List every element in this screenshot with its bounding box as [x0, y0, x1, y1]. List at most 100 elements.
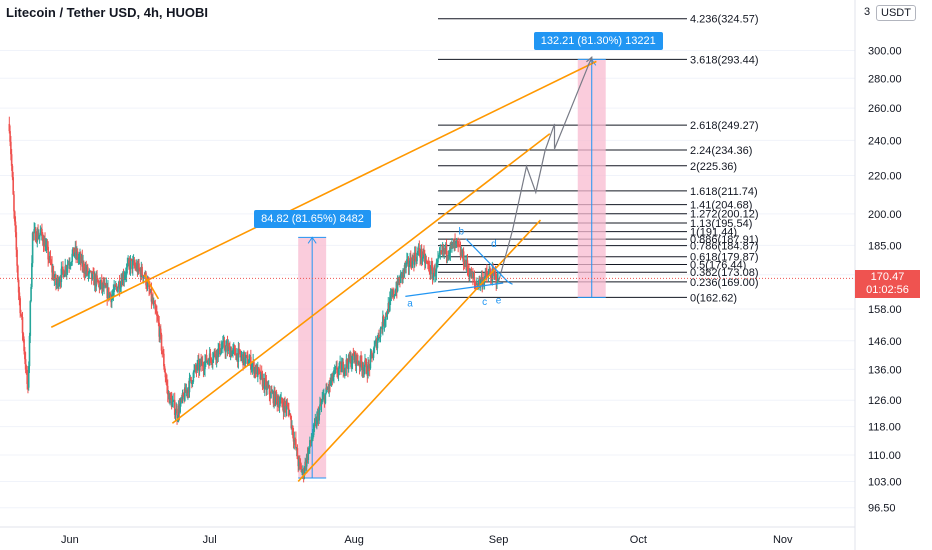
candle-body — [275, 392, 278, 398]
candle-body — [20, 314, 23, 318]
candle-body — [212, 353, 215, 360]
fib-level-label: 4.236(324.57) — [690, 14, 759, 26]
candle-body — [350, 363, 353, 367]
candle-body — [180, 398, 182, 404]
candle-body — [51, 263, 53, 273]
candle-body — [351, 353, 354, 364]
candle-body — [449, 243, 452, 253]
candle-body — [356, 355, 359, 361]
range-measure-label: 132.21 (81.30%) 13221 — [533, 32, 663, 51]
candle-body — [393, 294, 396, 297]
candle-body — [68, 263, 70, 265]
fib-level-label: 0.886(187.91) — [690, 234, 759, 246]
candle-body — [414, 252, 417, 259]
candle-body — [257, 367, 260, 370]
candle-body — [496, 282, 498, 284]
candle-body — [367, 364, 369, 376]
candle-body — [416, 252, 419, 254]
y-tick-label: 280.00 — [868, 73, 902, 85]
candle-body — [14, 221, 17, 233]
candle-body — [330, 380, 332, 385]
candle-body — [279, 399, 282, 404]
y-tick-label: 126.00 — [868, 395, 902, 407]
candle-body — [376, 340, 379, 349]
candle-body — [265, 380, 268, 390]
range-measure-layer — [298, 58, 606, 479]
candle-body — [53, 278, 56, 280]
y-tick-label: 146.00 — [868, 336, 902, 348]
candle-body — [319, 404, 321, 411]
candle-body — [75, 247, 77, 256]
candle-body — [143, 275, 146, 277]
candle-body — [97, 278, 99, 282]
candle-body — [403, 264, 406, 272]
candle-body — [494, 273, 497, 275]
candle-body — [386, 313, 389, 315]
candle-body — [278, 403, 281, 408]
candle-body — [346, 359, 348, 365]
candle-body — [156, 313, 158, 316]
candle-body — [209, 353, 212, 358]
candle-body — [17, 279, 20, 293]
candle-body — [441, 251, 443, 253]
projection-path — [497, 56, 593, 282]
candle-body — [52, 270, 55, 280]
candle-body — [253, 361, 255, 374]
candle-body — [46, 245, 49, 247]
y-tick-label: 158.00 — [868, 304, 902, 316]
candle-body — [131, 260, 134, 269]
candle-body — [320, 402, 323, 405]
candle-body — [303, 470, 306, 476]
candle-body — [477, 283, 480, 288]
candle-body — [466, 260, 469, 269]
candle-body — [193, 369, 195, 373]
candle-body — [31, 263, 33, 288]
candle-body — [352, 353, 355, 356]
candle-body — [268, 385, 271, 395]
fib-level-label: 1.272(200.12) — [690, 209, 759, 221]
candle-body — [162, 352, 164, 354]
candle-body — [129, 258, 132, 270]
y-tick-label: 260.00 — [868, 103, 902, 115]
candle-body — [344, 367, 347, 369]
candle-body — [456, 240, 459, 242]
fib-level-label: 0(162.62) — [690, 292, 737, 304]
fib-level-label: 2.24(234.36) — [690, 145, 752, 157]
candle-body — [99, 283, 101, 289]
candle-body — [434, 268, 436, 276]
candle-body — [467, 268, 470, 271]
candle-body — [211, 359, 214, 363]
candle-body — [41, 228, 43, 234]
fib-level-label: 0.236(169.00) — [690, 277, 759, 289]
candle-body — [219, 353, 222, 355]
candle-body — [416, 252, 418, 262]
candle-body — [250, 367, 253, 370]
candle-body — [244, 357, 247, 364]
candle-body — [389, 295, 392, 298]
candle-body — [20, 313, 22, 315]
candle-body — [70, 261, 73, 264]
candle-body — [196, 363, 199, 371]
candle-body — [369, 354, 372, 369]
currency-button[interactable]: USDT — [876, 5, 916, 21]
candle-body — [76, 251, 79, 260]
x-tick-label: Nov — [773, 534, 793, 546]
candle-body — [37, 231, 39, 239]
candle-body — [257, 367, 259, 377]
candle-body — [251, 364, 254, 368]
time-axis[interactable]: Jun Jul Aug Sep Oct Nov — [0, 526, 855, 546]
candle-body — [8, 123, 11, 132]
candle-body — [489, 273, 492, 279]
candle-body — [63, 274, 66, 278]
candle-body — [286, 404, 289, 406]
candle-body — [238, 348, 240, 350]
candle-body — [426, 261, 428, 263]
candle-body — [62, 270, 65, 278]
channel-trendline — [50, 60, 597, 328]
candle-body — [47, 246, 49, 260]
candle-body — [458, 244, 460, 246]
candle-body — [41, 233, 44, 242]
chart-title: Litecoin / Tether USD, 4h, HUOBI — [6, 5, 209, 20]
candle-body — [163, 353, 165, 367]
